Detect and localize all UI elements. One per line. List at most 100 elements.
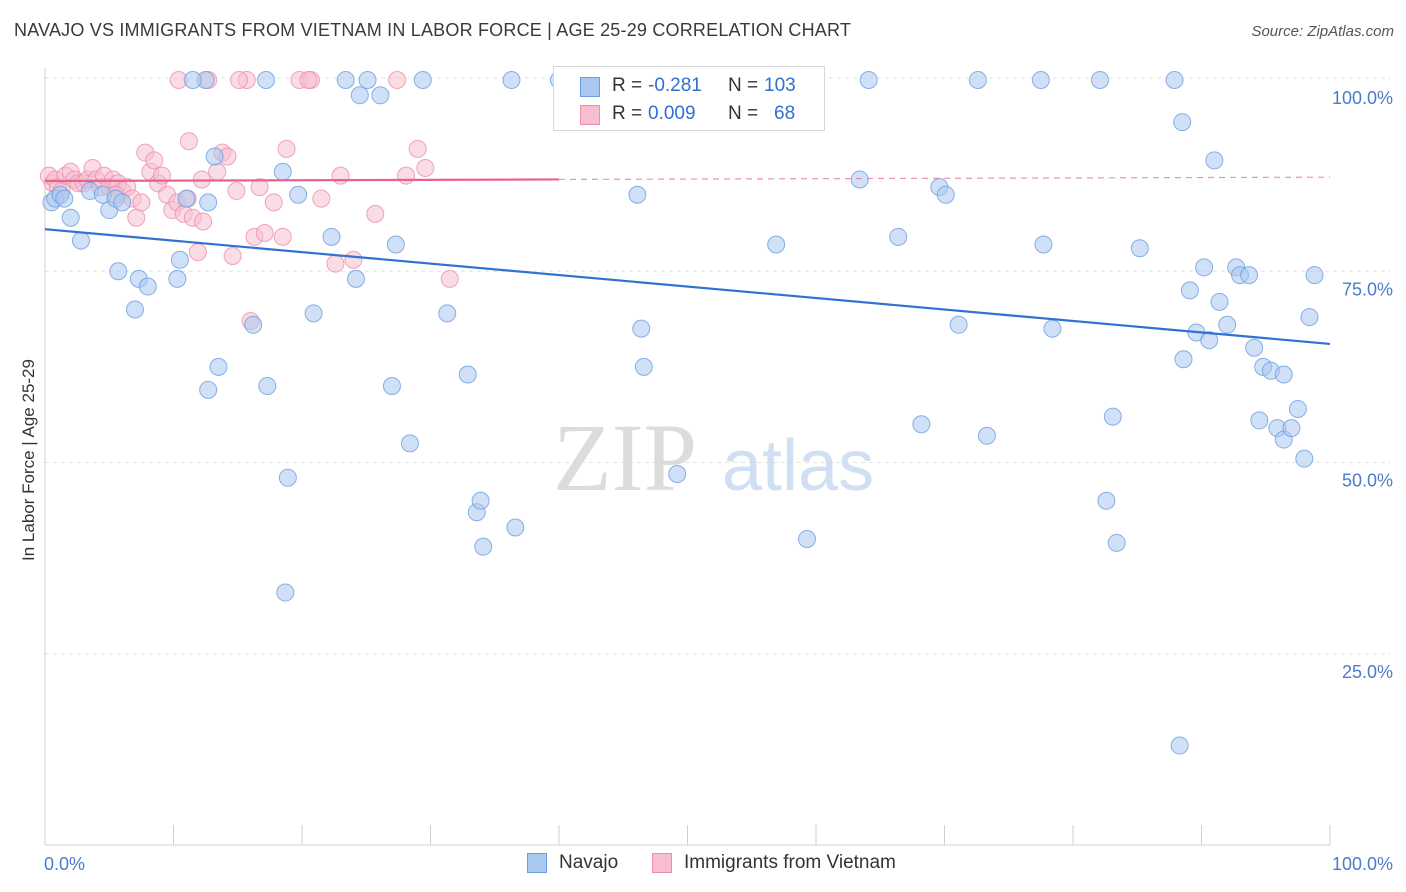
point-navajo — [199, 380, 218, 399]
point-navajo — [1282, 419, 1301, 438]
point-navajo — [1130, 239, 1149, 258]
point-navajo — [628, 185, 647, 204]
point-navajo — [474, 537, 493, 556]
legend-n-value: 68 — [774, 103, 796, 124]
y-tick-label: 100.0% — [1332, 88, 1393, 108]
point-navajo — [183, 71, 202, 89]
trendline-vietnam — [44, 178, 560, 183]
legend-r-value: -0.281 — [648, 75, 702, 96]
point-navajo — [1097, 491, 1116, 510]
point-navajo — [386, 235, 405, 254]
point-navajo — [1034, 235, 1053, 254]
point-navajo — [634, 357, 653, 376]
point-navajo — [949, 315, 968, 334]
point-navajo — [502, 71, 521, 89]
point-navajo — [209, 357, 228, 376]
point-navajo — [859, 71, 878, 89]
point-vietnam — [277, 139, 296, 158]
x-tick-label: 0.0% — [44, 854, 85, 874]
point-navajo — [1200, 331, 1219, 350]
point-vietnam — [230, 71, 249, 89]
point-navajo — [400, 434, 419, 453]
point-navajo — [1205, 151, 1224, 170]
point-vietnam — [264, 193, 283, 212]
point-navajo — [1103, 407, 1122, 426]
point-navajo — [273, 162, 292, 181]
trend-layer — [44, 176, 1331, 346]
point-navajo — [244, 315, 263, 334]
legend-row-navajo: R = -0.281 N = 103 — [554, 73, 824, 101]
point-navajo — [336, 71, 355, 89]
point-vietnam — [194, 212, 213, 231]
point-navajo — [850, 170, 869, 189]
point-navajo — [304, 304, 323, 323]
point-navajo — [413, 71, 432, 89]
point-vietnam — [255, 224, 274, 242]
point-vietnam — [416, 158, 435, 177]
legend-row-vietnam: R = 0.009 N = 68 — [554, 101, 824, 129]
point-navajo — [1043, 319, 1062, 338]
point-navajo — [170, 250, 189, 269]
bottom-legend-swatch-vietnam — [652, 853, 672, 873]
bottom-legend-swatch-navajo — [527, 853, 547, 873]
point-vietnam — [440, 269, 459, 288]
point-navajo — [458, 365, 477, 384]
point-vietnam — [179, 132, 198, 151]
bottom-legend-label-vietnam: Immigrants from Vietnam — [684, 852, 896, 873]
legend-r-label: R = — [612, 75, 643, 96]
point-navajo — [1250, 411, 1269, 430]
legend-r-label: R = — [612, 103, 643, 124]
point-navajo — [798, 530, 817, 548]
y-tick-label: 25.0% — [1342, 662, 1393, 682]
point-navajo — [1165, 71, 1184, 89]
point-navajo — [1107, 533, 1126, 552]
point-navajo — [1274, 365, 1293, 384]
point-navajo — [289, 185, 308, 204]
point-navajo — [506, 518, 525, 537]
point-vietnam — [127, 208, 146, 227]
point-navajo — [1218, 315, 1237, 334]
point-navajo — [358, 71, 377, 89]
legend-n-value: 103 — [764, 75, 796, 96]
point-navajo — [346, 269, 365, 288]
point-navajo — [1300, 308, 1319, 327]
point-navajo — [55, 189, 74, 208]
legend-n-label: N = — [728, 75, 759, 96]
y-tick-label: 50.0% — [1342, 471, 1393, 491]
trendline-vietnam-extension — [558, 176, 1331, 181]
axes-layer — [44, 68, 1331, 846]
legend-r-value: 0.009 — [648, 103, 696, 124]
point-navajo — [168, 269, 187, 288]
points-layer — [39, 71, 1324, 755]
legend-n-label: N = — [728, 103, 759, 124]
x-tick-label: 100.0% — [1332, 854, 1393, 874]
point-navajo — [1031, 71, 1050, 89]
legend-swatch-navajo — [580, 77, 600, 97]
point-navajo — [1240, 266, 1259, 285]
point-vietnam — [273, 227, 292, 246]
watermark: ZIP atlas — [553, 404, 874, 511]
point-vietnam — [326, 254, 345, 273]
watermark-atlas: atlas — [722, 426, 874, 506]
point-navajo — [177, 189, 196, 208]
point-navajo — [912, 415, 931, 434]
point-navajo — [109, 262, 128, 281]
point-navajo — [278, 468, 297, 487]
bottom-legend-label-navajo: Navajo — [559, 852, 619, 873]
point-vietnam — [145, 151, 164, 170]
point-navajo — [1170, 736, 1189, 755]
point-navajo — [1245, 338, 1264, 357]
point-navajo — [199, 193, 218, 212]
point-vietnam — [388, 71, 407, 89]
point-navajo — [471, 491, 490, 510]
point-navajo — [1305, 266, 1324, 285]
point-navajo — [382, 377, 401, 395]
point-vietnam — [344, 250, 363, 269]
point-vietnam — [397, 166, 416, 185]
point-navajo — [767, 235, 786, 254]
point-navajo — [138, 277, 157, 296]
labels-layer: 25.0% 50.0% 75.0% 100.0% 0.0% 100.0% In Labor … — [19, 88, 1393, 874]
point-navajo — [889, 227, 908, 246]
point-navajo — [258, 377, 277, 395]
point-vietnam — [208, 162, 227, 181]
